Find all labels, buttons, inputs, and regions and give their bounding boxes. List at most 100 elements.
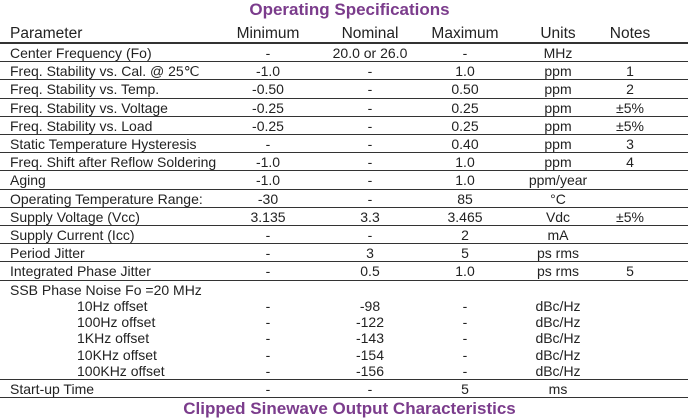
cell-nominal: - bbox=[367, 172, 373, 189]
cell-units: ppm bbox=[544, 81, 572, 98]
section-title: Operating Specifications bbox=[249, 0, 450, 19]
cell-maximum: - bbox=[462, 314, 468, 330]
cell-units: ppm bbox=[544, 154, 572, 171]
cell-minimum: - bbox=[265, 263, 271, 280]
table-row: Supply Current (Icc) - - 2 mA bbox=[0, 226, 688, 245]
cell-units: Vdc bbox=[545, 208, 571, 225]
cell-notes: Notes bbox=[609, 25, 651, 42]
cell-maximum: 5 bbox=[461, 245, 469, 262]
cell-maximum: - bbox=[462, 346, 468, 363]
cell-notes: 2 bbox=[626, 81, 634, 98]
cell-parameter: Parameter bbox=[10, 25, 83, 42]
cell-maximum: 0.25 bbox=[451, 99, 479, 116]
cell-nominal: -154 bbox=[355, 346, 385, 363]
cell-units: ps rms bbox=[537, 263, 579, 280]
cell-minimum: - bbox=[265, 136, 271, 152]
cell-minimum: - bbox=[265, 346, 271, 363]
cell-minimum: -1.0 bbox=[255, 172, 281, 189]
cell-minimum: -0.25 bbox=[252, 99, 284, 116]
table-row: Supply Voltage (Vcc) 3.135 3.3 3.465 Vdc ±5% bbox=[0, 208, 688, 226]
cell-notes: 3 bbox=[626, 136, 634, 152]
cell-parameter: Supply Current (Icc) bbox=[10, 227, 135, 243]
cell-minimum: - bbox=[265, 380, 271, 397]
cell-minimum: - bbox=[265, 45, 271, 61]
cell-nominal: -122 bbox=[355, 314, 385, 330]
cell-units: MHz bbox=[543, 45, 573, 61]
cell-units: dBc/Hz bbox=[535, 314, 581, 330]
cell-parameter: 10Hz offset bbox=[77, 297, 148, 314]
cell-maximum: 1.0 bbox=[455, 63, 475, 80]
table-row: SSB Phase Noise Fo =20 MHz bbox=[0, 281, 688, 298]
cell-notes: 5 bbox=[626, 263, 634, 280]
cell-nominal: 0.5 bbox=[360, 263, 380, 280]
cell-units: ppm bbox=[544, 117, 572, 134]
cell-nominal: - bbox=[367, 117, 373, 134]
cell-units: dBc/Hz bbox=[535, 346, 581, 363]
cell-parameter: Operating Temperature Range: bbox=[10, 190, 203, 207]
cell-parameter: Static Temperature Hysteresis bbox=[10, 136, 197, 152]
table-row: Aging -1.0-1.0 ppm/year bbox=[0, 171, 688, 190]
cell-nominal: 3.3 bbox=[360, 208, 380, 225]
cell-maximum: - bbox=[462, 45, 468, 61]
cell-minimum: -30 bbox=[257, 190, 279, 207]
cell-units: ppm bbox=[544, 136, 572, 152]
cell-notes: 1 bbox=[626, 63, 634, 80]
cell-units: ms bbox=[548, 380, 568, 397]
cell-parameter: Start-up Time bbox=[10, 380, 95, 397]
cell-minimum: - bbox=[265, 297, 271, 314]
cell-parameter: Aging bbox=[10, 172, 46, 189]
table-row: Center Frequency (Fo) - 20.0 or 26.0 - MHz bbox=[0, 44, 688, 63]
cell-maximum: - bbox=[462, 363, 468, 380]
table-row: Static Temperature Hysteresis - - 0.40 ppm 3 bbox=[0, 135, 688, 154]
cell-maximum: 0.50 bbox=[451, 81, 479, 98]
cell-maximum: 1.0 bbox=[455, 172, 475, 189]
cell-minimum: - bbox=[265, 314, 271, 330]
cell-parameter: Freq. Stability vs. Temp. bbox=[10, 81, 160, 98]
cell-minimum: - bbox=[265, 363, 271, 380]
cell-nominal: - bbox=[367, 227, 373, 243]
table-row: 100Hz offset - -122 - dBc/Hz bbox=[0, 313, 688, 330]
cell-units: ppm bbox=[544, 63, 572, 80]
cell-parameter: 100KHz offset bbox=[77, 363, 165, 380]
cell-minimum: 3.135 bbox=[250, 208, 286, 225]
cell-units: dBc/Hz bbox=[535, 297, 581, 314]
cell-parameter: Freq. Stability vs. Voltage bbox=[10, 99, 168, 116]
cell-units: Units bbox=[540, 25, 576, 42]
table-row: Freq. Stability vs. Voltage -0.25-0.25 ppm… bbox=[0, 99, 688, 117]
cell-nominal: -143 bbox=[355, 330, 385, 347]
table-row: Freq. Stability vs. Cal. @ 25℃ -1.0-1.0 pp… bbox=[0, 62, 688, 81]
cell-parameter: Freq. Shift after Reflow Soldering bbox=[10, 154, 217, 171]
cell-nominal: -156 bbox=[355, 363, 385, 380]
cell-parameter: Period Jitter bbox=[10, 245, 85, 262]
cell-parameter: 1KHz offset bbox=[77, 330, 150, 347]
cell-maximum: 3.465 bbox=[447, 208, 483, 225]
cell-maximum: 85 bbox=[457, 190, 473, 207]
cell-parameter: Freq. Stability vs. Cal. @ 25℃ bbox=[10, 63, 200, 80]
cell-maximum: 5 bbox=[461, 380, 469, 397]
cell-minimum: -0.25 bbox=[252, 117, 284, 134]
table-row: 1KHz offset - -143 - dBc/Hz bbox=[0, 329, 688, 347]
cell-parameter: Supply Voltage (Vcc) bbox=[10, 208, 140, 225]
cell-notes: ±5% bbox=[616, 117, 644, 134]
cell-minimum: - bbox=[265, 330, 271, 347]
cell-nominal: - bbox=[367, 63, 373, 80]
table-row: Start-up Time - - 5 ms bbox=[0, 380, 688, 398]
cell-nominal: - bbox=[367, 81, 373, 98]
cell-nominal: - bbox=[367, 99, 373, 116]
cell-maximum: - bbox=[462, 297, 468, 314]
cell-nominal: Nominal bbox=[341, 25, 399, 42]
cell-nominal: - bbox=[367, 380, 373, 397]
cell-minimum: -1.0 bbox=[255, 63, 281, 80]
cell-units: °C bbox=[550, 190, 566, 207]
cell-units: ppm bbox=[544, 99, 572, 116]
table-row: Operating Temperature Range: -30 - 85 °C bbox=[0, 190, 688, 208]
cell-parameter: 10KHz offset bbox=[77, 346, 157, 363]
cell-maximum: 2 bbox=[461, 227, 469, 243]
cell-minimum: Minimum bbox=[236, 25, 300, 42]
cell-nominal: 3 bbox=[366, 245, 374, 262]
cell-minimum: -1.0 bbox=[255, 154, 281, 171]
table-row: Freq. Stability vs. Load -0.25-0.25 ppm ±5% bbox=[0, 117, 688, 135]
cell-notes: ±5% bbox=[616, 99, 644, 116]
cell-minimum: - bbox=[265, 227, 271, 243]
cell-nominal: 20.0 or 26.0 bbox=[332, 45, 408, 61]
